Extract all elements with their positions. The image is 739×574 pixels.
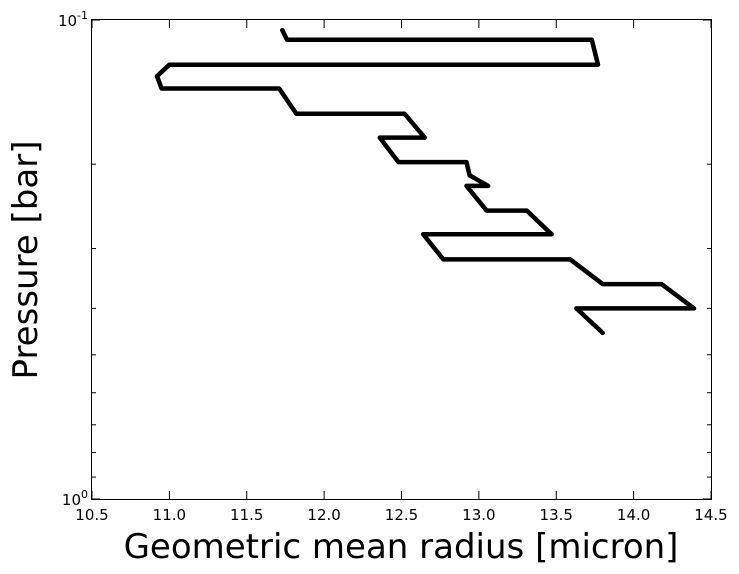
y-tick-label: 100	[62, 488, 88, 509]
x-tick-label: 13.5	[540, 506, 573, 524]
x-tick-label: 12.0	[307, 506, 340, 524]
x-tick-label: 14.5	[694, 506, 727, 524]
y-axis-title: Pressure [bar]	[6, 141, 46, 380]
x-tick-label: 13.0	[462, 506, 495, 524]
y-tick-base: 10	[58, 12, 77, 30]
data-series-line	[154, 27, 697, 336]
x-axis-title: Geometric mean radius [micron]	[124, 527, 679, 567]
x-tick-label: 11.5	[230, 506, 263, 524]
x-tick-label: 10.5	[75, 506, 108, 524]
y-tick-exponent: -1	[77, 9, 88, 22]
y-tick-base: 10	[62, 491, 81, 509]
x-tick-label: 12.5	[385, 506, 418, 524]
y-minor-ticks	[92, 163, 711, 478]
y-tick-exponent: 0	[81, 488, 88, 501]
tick-labels: 10.5 11.0 11.5 12.0 12.5 13.0 13.5 14.0 14.510-1…	[58, 9, 728, 524]
x-tick-label: 14.0	[617, 506, 650, 524]
major-ticks	[91, 19, 712, 500]
y-tick-label: 10-1	[58, 9, 88, 30]
plot-frame	[91, 19, 712, 500]
x-tick-label: 11.0	[153, 506, 186, 524]
